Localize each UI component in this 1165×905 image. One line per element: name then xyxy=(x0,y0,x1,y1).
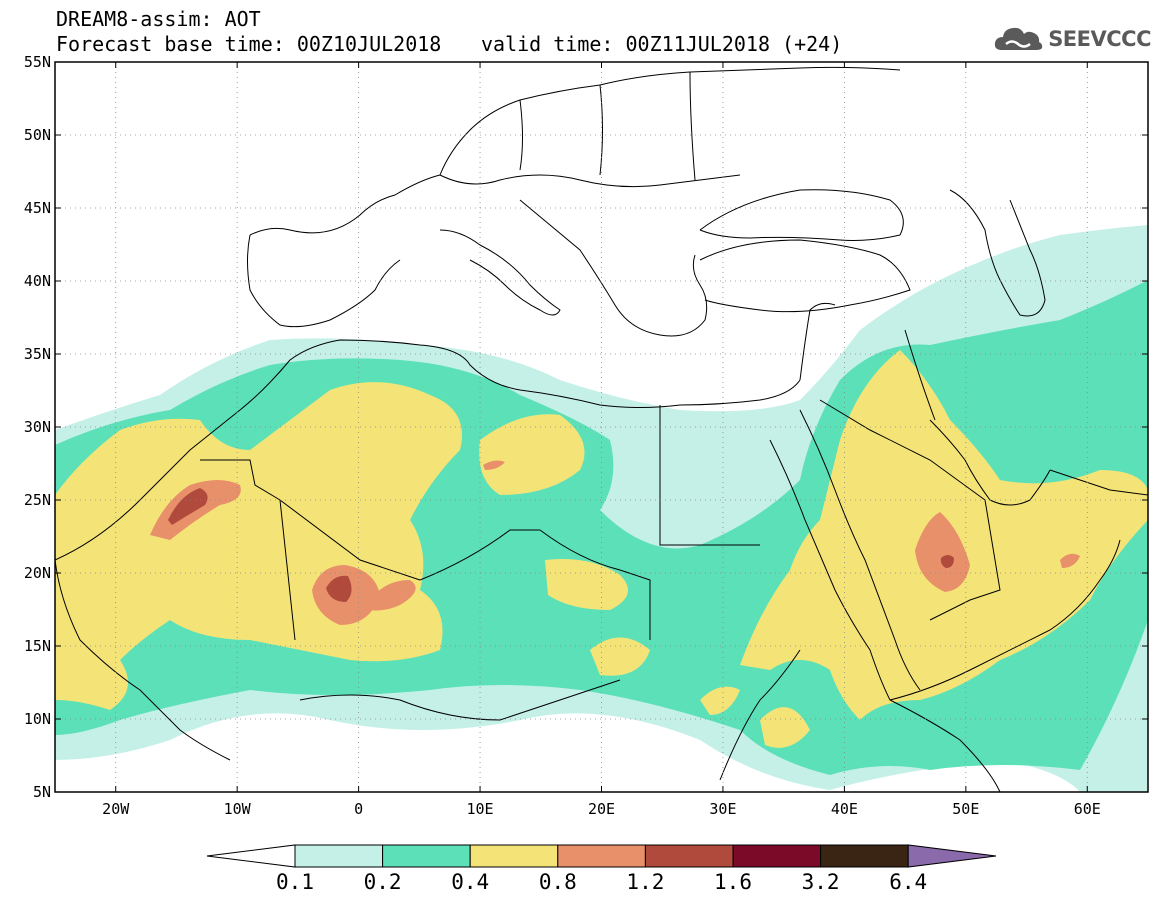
colorbar-label: 1.6 xyxy=(714,870,752,894)
border-sudan-ethiopia xyxy=(719,649,801,781)
lon-tick-label: 10E xyxy=(467,800,494,818)
coastline-red-sea-east xyxy=(799,409,921,691)
coastline-arabia-south xyxy=(889,539,1121,701)
coastline-italy xyxy=(439,229,561,316)
lon-tick-label: 0 xyxy=(354,800,363,818)
coastline-red-sea-west xyxy=(769,439,891,701)
coastline-iberia-europe xyxy=(249,66,901,236)
coastline-west-africa xyxy=(55,559,231,761)
border-libya-egypt xyxy=(659,405,760,546)
colorbar-swatch xyxy=(732,844,822,868)
lon-tick-label: 30E xyxy=(709,800,736,818)
colorbar-swatch xyxy=(469,844,559,868)
lon-tick-label: 50E xyxy=(952,800,979,818)
lon-tick-label: 10W xyxy=(224,800,252,818)
aot-band-0.4-ethiopia xyxy=(760,707,810,748)
colorbar-under-triangle xyxy=(206,844,296,868)
coastline-turkey xyxy=(699,239,911,313)
border-europe-1 xyxy=(439,174,741,188)
coastline-north-africa xyxy=(55,339,801,561)
border-iraq-iran xyxy=(904,329,936,421)
lat-tick-label: 5N xyxy=(33,783,51,801)
colorbar-label: 0.8 xyxy=(539,870,577,894)
coastline-balkans xyxy=(519,199,708,337)
axis-ticks: 20W 10W 0 10E 20E 30E 40E 50E 60E 55N 50N 45N 40N 35N… xyxy=(24,53,1148,818)
aot-band-0.4-sahel xyxy=(700,686,740,715)
lat-tick-label: 30N xyxy=(24,418,51,436)
border-central-africa xyxy=(299,679,621,721)
logo-text: SEEVCCC xyxy=(1048,27,1151,51)
aot-band-0.4-west xyxy=(55,382,462,710)
coastline-levant xyxy=(799,302,836,381)
aot-band-1.2-mauritania xyxy=(168,488,208,525)
colorbar-swatch xyxy=(557,844,646,868)
valid-time: valid time: 00Z11JUL2018 (+24) xyxy=(481,32,843,56)
lon-tick-label: 20E xyxy=(588,800,615,818)
lat-tick-label: 35N xyxy=(24,345,51,363)
seevccc-logo: SEEVCCC xyxy=(992,22,1151,56)
aot-band-0.8-niger xyxy=(370,580,416,611)
colorbar-label: 3.2 xyxy=(802,870,840,894)
model-title: DREAM8-assim: AOT xyxy=(56,7,261,31)
lat-tick-label: 50N xyxy=(24,126,51,144)
colorbar-label: 1.2 xyxy=(626,870,664,894)
colorbar-over-triangle xyxy=(907,844,997,868)
colorbar-swatch xyxy=(294,844,384,868)
lat-tick-label: 20N xyxy=(24,564,51,582)
colorbar-swatch xyxy=(382,844,471,868)
colorbar-label: 0.4 xyxy=(451,870,489,894)
colorbar-swatch xyxy=(820,844,909,868)
lon-tick-label: 40E xyxy=(831,800,858,818)
lon-tick-label: 20W xyxy=(102,800,130,818)
lat-tick-label: 40N xyxy=(24,272,51,290)
aot-band-0.4-sudan xyxy=(590,637,650,676)
lat-tick-label: 25N xyxy=(24,491,51,509)
border-chad-sudan xyxy=(539,529,651,640)
colorbar-swatch xyxy=(644,844,734,868)
aot-band-1.2-mali xyxy=(326,575,352,602)
lat-tick-label: 45N xyxy=(24,199,51,217)
coastline-horn-africa xyxy=(889,699,1001,792)
border-europe-2 xyxy=(519,71,696,181)
aot-band-1.2-arabia xyxy=(940,555,954,568)
coastline-caspian xyxy=(949,189,1046,317)
lon-tick-label: 60E xyxy=(1074,800,1101,818)
coastline-black-sea xyxy=(699,189,904,241)
border-niger-chad xyxy=(419,529,540,581)
forecast-base-time: Forecast base time: 00Z10JUL2018 xyxy=(56,32,442,56)
aot-band-0.4-chad xyxy=(545,559,628,610)
coastline-iberia-south xyxy=(247,234,401,328)
border-mauritania xyxy=(200,459,296,641)
colorbar-label: 0.2 xyxy=(364,870,402,894)
gridlines xyxy=(55,62,1148,792)
cloud-icon xyxy=(995,27,1043,50)
lat-tick-label: 10N xyxy=(24,710,51,728)
lat-tick-label: 15N xyxy=(24,637,51,655)
colorbar-label: 0.1 xyxy=(276,870,314,894)
aot-band-0.8-libya xyxy=(483,460,505,470)
coastlines-and-borders xyxy=(55,66,1148,792)
aot-band-0.4-libya xyxy=(479,414,585,495)
aot-band-0.8-arabia xyxy=(915,512,970,592)
coastline-persia xyxy=(1049,469,1148,496)
colorbar-label: 6.4 xyxy=(889,870,927,894)
aot-band-0.8-oman xyxy=(1060,553,1080,568)
lat-tick-label: 55N xyxy=(24,53,51,71)
